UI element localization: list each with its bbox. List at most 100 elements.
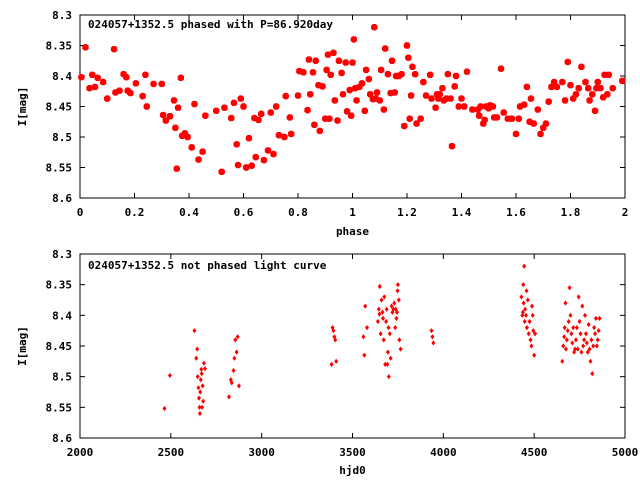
data-point	[597, 315, 602, 321]
data-point	[520, 309, 525, 315]
data-point	[353, 97, 360, 104]
data-point	[191, 100, 198, 108]
data-point	[281, 133, 288, 141]
data-point	[361, 334, 366, 340]
data-point	[162, 117, 170, 124]
data-point	[236, 383, 241, 389]
data-point	[537, 130, 544, 138]
data-point	[380, 106, 388, 113]
data-point	[343, 108, 351, 115]
y-tick-label: 8.5	[52, 371, 72, 384]
data-point	[177, 74, 185, 82]
x-tick-label: 1.4	[452, 206, 472, 219]
data-point	[393, 325, 398, 331]
data-point	[619, 77, 626, 85]
data-point	[233, 337, 238, 343]
data-point	[367, 91, 374, 98]
data-point	[195, 346, 200, 352]
data-point	[448, 142, 456, 150]
data-point	[447, 95, 454, 102]
data-point	[481, 116, 488, 124]
data-point	[255, 116, 262, 124]
data-point	[386, 325, 391, 331]
data-point	[234, 161, 242, 169]
data-point	[339, 91, 347, 98]
data-point	[286, 114, 294, 121]
data-point	[162, 405, 167, 412]
x-tick-label: 3000	[248, 446, 275, 459]
data-point	[347, 112, 355, 119]
data-point	[562, 325, 567, 331]
data-point	[520, 101, 528, 108]
data-point	[196, 385, 201, 391]
bottom-x-axis-label: hjd0	[339, 464, 366, 477]
data-point	[166, 113, 174, 120]
data-point	[576, 294, 581, 300]
data-point	[461, 103, 468, 110]
data-point	[365, 75, 373, 83]
data-point	[522, 263, 527, 269]
data-point	[430, 334, 435, 340]
data-point	[428, 95, 435, 102]
data-point	[252, 153, 259, 161]
data-point	[564, 58, 571, 66]
data-point	[523, 312, 528, 318]
data-point	[379, 297, 384, 303]
data-point	[594, 343, 599, 349]
data-point	[592, 325, 597, 331]
data-point	[99, 78, 107, 86]
data-point	[396, 297, 401, 303]
bottom-plot-points	[162, 263, 602, 417]
data-point	[455, 103, 462, 110]
data-point	[519, 294, 524, 300]
data-point	[371, 24, 378, 31]
data-point	[384, 318, 389, 325]
data-point	[401, 122, 408, 130]
data-point	[230, 99, 238, 107]
data-point	[452, 72, 460, 80]
data-point	[593, 331, 598, 337]
data-point	[202, 366, 207, 372]
data-point	[567, 285, 572, 291]
data-point	[377, 66, 385, 74]
data-point	[565, 328, 570, 334]
data-point	[524, 325, 529, 331]
x-tick-label: 0.4	[179, 206, 199, 219]
data-point	[531, 328, 536, 334]
data-point	[334, 358, 339, 364]
data-point	[563, 300, 568, 306]
data-point	[391, 306, 396, 312]
data-point	[232, 355, 237, 361]
y-tick-label: 8.35	[46, 40, 73, 53]
x-tick-label: 0.8	[288, 206, 308, 219]
data-point	[170, 97, 178, 104]
data-point	[420, 78, 427, 86]
x-tick-label: 0.2	[125, 206, 145, 219]
top-phased-plot: 0 0.2 0.4 0.6 0.8 1 1.2 1.4 1.6 1.8 2 8.3 8.35 8.4 8.4…	[16, 9, 628, 238]
data-point	[426, 71, 434, 78]
data-point	[406, 115, 413, 122]
x-tick-label: 2500	[158, 446, 185, 459]
data-point	[150, 80, 157, 88]
data-point	[282, 92, 289, 100]
data-point	[384, 306, 389, 312]
data-point	[202, 112, 209, 119]
data-point	[139, 92, 146, 100]
data-point	[572, 91, 580, 98]
data-point	[497, 65, 505, 72]
data-point	[407, 92, 415, 99]
data-point	[385, 349, 390, 355]
data-point	[334, 117, 341, 124]
y-tick-label: 8.3	[52, 9, 72, 22]
data-point	[560, 358, 565, 364]
data-point	[378, 331, 383, 337]
data-point	[377, 311, 382, 317]
top-plot-points	[78, 24, 626, 175]
data-point	[529, 303, 534, 309]
data-point	[570, 340, 575, 346]
data-point	[159, 111, 167, 119]
data-point	[508, 115, 516, 122]
data-point	[533, 331, 538, 337]
data-point	[589, 337, 594, 343]
data-point	[307, 91, 314, 98]
